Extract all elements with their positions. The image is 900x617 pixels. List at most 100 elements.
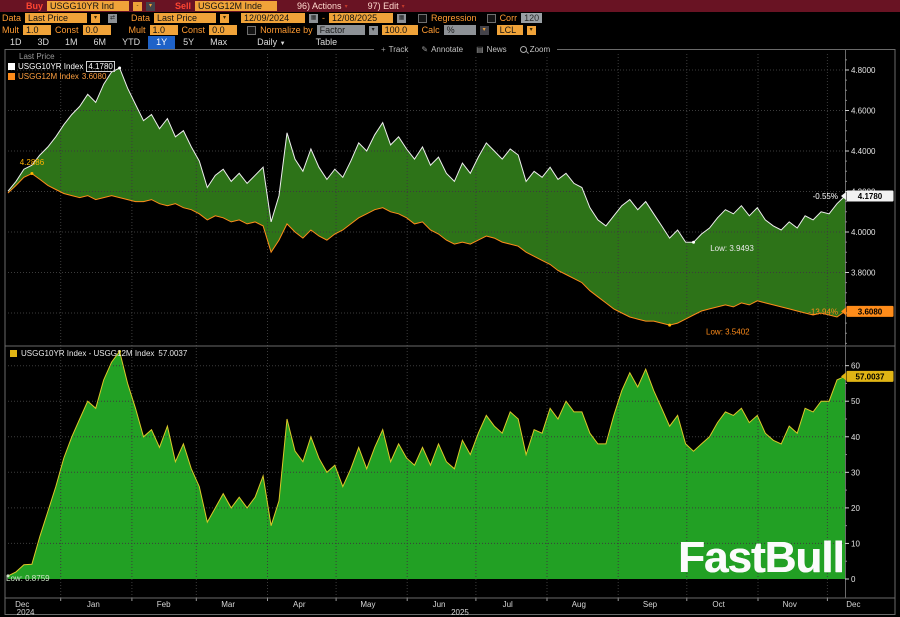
- mult1-label: Mult: [2, 25, 20, 35]
- date-from-input[interactable]: 12/09/2024: [241, 13, 306, 23]
- zoom-label: Zoom: [529, 45, 551, 54]
- trade-toolbar: Buy USGG10YR Ind - ▾ Sell USGG12M Inde 9…: [0, 0, 900, 12]
- month-label: Dec: [15, 600, 29, 609]
- buy-ticker-input[interactable]: USGG10YR Ind: [47, 1, 130, 11]
- range-6m-button[interactable]: 6M: [93, 37, 107, 47]
- swap-series-button[interactable]: ⇄: [108, 13, 118, 23]
- usgg12m-name: USGG12M Index: [18, 72, 79, 81]
- range-toolbar: 1D 3D 1M 6M YTD 1Y 5Y Max Daily ▼ Table: [0, 36, 900, 49]
- transform-toolbar: Mult 1.0 Const 0.0 Mult 1.0 Const 0.0 No…: [0, 24, 900, 36]
- factor-select[interactable]: Factor: [316, 25, 365, 35]
- extreme-marker: [668, 323, 672, 327]
- range-ytd-button[interactable]: YTD: [122, 37, 141, 47]
- value-badge-text: 4.1780: [858, 192, 883, 201]
- news-button[interactable]: ▤ News: [476, 45, 507, 54]
- calendar-to-icon[interactable]: ▦: [397, 13, 407, 23]
- data-toolbar: Data Last Price ▾ ⇄ Data Last Price ▾ 12…: [0, 12, 900, 24]
- actions-caret-icon: ▾: [344, 3, 348, 10]
- value-badge-text: 57.0037: [856, 372, 885, 381]
- legend-title: Last Price: [19, 52, 55, 61]
- currency-dropdown-icon[interactable]: ▾: [526, 25, 536, 35]
- range-1y-button[interactable]: 1Y: [148, 36, 176, 49]
- value-badge-arrow: [841, 307, 846, 316]
- data1-source-select[interactable]: Last Price: [25, 13, 88, 23]
- edit-menu[interactable]: 97) Edit ▾: [368, 1, 405, 11]
- regression-label: Regression: [431, 13, 477, 23]
- year-label: 2025: [451, 608, 469, 617]
- month-label: Jan: [87, 600, 100, 609]
- data2-dropdown-icon[interactable]: ▾: [220, 13, 230, 23]
- spread-legend[interactable]: USGG10YR Index - USGG12M Index 57.0037: [10, 349, 187, 358]
- range-1m-button[interactable]: 1M: [65, 37, 78, 47]
- sell-ticker-input[interactable]: USGG12M Inde: [195, 1, 278, 11]
- month-label: Dec: [846, 600, 860, 609]
- usgg10yr-last-value: 4.1780: [86, 61, 115, 72]
- const1-input[interactable]: 0.0: [82, 25, 111, 35]
- const2-label: Const: [181, 25, 206, 35]
- buy-dropdown-icon[interactable]: ▾: [146, 1, 156, 11]
- period-select-label: Daily: [257, 37, 278, 47]
- track-label: Track: [388, 45, 409, 54]
- month-label: Jun: [433, 600, 446, 609]
- extreme-marker: [118, 66, 122, 70]
- usgg10yr-swatch-icon: [8, 63, 15, 70]
- normalize-checkbox[interactable]: [247, 25, 257, 35]
- annotation-label: 4.2886: [20, 158, 45, 167]
- corr-window-input[interactable]: 120: [521, 13, 543, 23]
- usgg12m-swatch-icon: [8, 73, 15, 80]
- price-chart-canvas[interactable]: 4.80004.60004.40004.20004.00003.80003.60…: [0, 49, 900, 617]
- actions-menu[interactable]: 96) Actions ▾: [297, 1, 348, 11]
- track-button[interactable]: + Track: [381, 45, 408, 54]
- legend-row-usgg12m[interactable]: USGG12M Index 3.6080: [8, 72, 115, 81]
- value-badge: [846, 305, 894, 317]
- range-1d-button[interactable]: 1D: [10, 37, 22, 47]
- y-axis-label: 60: [851, 362, 860, 371]
- zoom-button[interactable]: Zoom: [519, 45, 551, 54]
- spread-area-fill: [8, 351, 845, 579]
- month-label: Aug: [572, 600, 586, 609]
- y-axis-label: 20: [851, 504, 860, 513]
- news-label: News: [486, 45, 507, 54]
- corr-label: Corr: [499, 13, 518, 23]
- date-to-input[interactable]: 12/08/2025: [329, 13, 394, 23]
- factor-dropdown-icon[interactable]: ▾: [368, 25, 378, 35]
- month-label: Oct: [712, 600, 725, 609]
- table-button[interactable]: Table: [315, 37, 338, 47]
- annotate-button[interactable]: ✎ Annotate: [421, 45, 463, 54]
- month-label: Mar: [221, 600, 235, 609]
- track-icon: +: [381, 45, 386, 54]
- calendar-from-icon[interactable]: ▦: [309, 13, 319, 23]
- data2-label: Data: [131, 13, 151, 23]
- legend-row-usgg10yr[interactable]: USGG10YR Index 4.1780: [8, 61, 115, 72]
- data1-dropdown-icon[interactable]: ▾: [91, 13, 101, 23]
- extreme-marker: [692, 240, 696, 244]
- annotation-label: Low: 3.5402: [706, 328, 750, 337]
- calc-dropdown-icon[interactable]: ▾: [479, 25, 489, 35]
- range-max-button[interactable]: Max: [210, 37, 228, 47]
- regression-checkbox[interactable]: [418, 13, 428, 23]
- month-label: Nov: [783, 600, 797, 609]
- mult2-input[interactable]: 1.0: [149, 25, 178, 35]
- month-label: Feb: [157, 600, 171, 609]
- buy-label: Buy: [26, 1, 44, 11]
- y-axis-label: 4.0000: [851, 228, 876, 237]
- currency-select[interactable]: LCL: [496, 25, 523, 35]
- const2-input[interactable]: 0.0: [209, 25, 238, 35]
- mult1-input[interactable]: 1.0: [23, 25, 52, 35]
- minus-button[interactable]: -: [133, 1, 143, 11]
- range-5y-button[interactable]: 5Y: [183, 37, 195, 47]
- change-percent-label: -0.55%: [813, 192, 838, 201]
- y-axis-label: 4.4000: [851, 147, 876, 156]
- extreme-marker: [30, 172, 34, 176]
- data2-source-select[interactable]: Last Price: [154, 13, 217, 23]
- value-badge-arrow: [841, 191, 846, 200]
- range-3d-button[interactable]: 3D: [37, 37, 50, 47]
- usgg10yr-line: [7, 67, 846, 243]
- factor-value-input[interactable]: 100.0: [381, 25, 418, 35]
- calc-select[interactable]: %: [443, 25, 476, 35]
- period-select[interactable]: Daily ▼: [249, 36, 293, 49]
- change-percent-label: -13.94%: [808, 307, 838, 316]
- corr-checkbox[interactable]: [486, 13, 496, 23]
- month-label: Jul: [503, 600, 513, 609]
- news-icon: ▤: [476, 45, 484, 54]
